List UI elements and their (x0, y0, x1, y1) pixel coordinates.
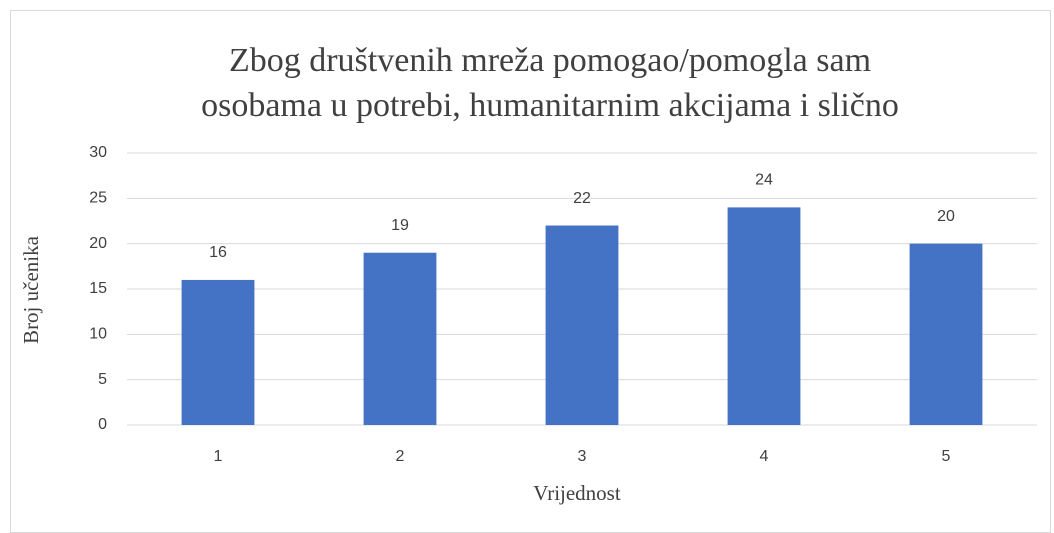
y-tick-label: 5 (98, 371, 107, 388)
bar (181, 279, 255, 425)
y-tick-label: 10 (89, 326, 107, 343)
x-tick-label: 4 (760, 448, 769, 465)
data-label: 22 (573, 190, 591, 207)
bar (545, 225, 619, 425)
x-tick-label: 1 (214, 448, 223, 465)
y-tick-label: 30 (89, 144, 107, 161)
y-tick-label: 15 (89, 280, 107, 297)
bar (363, 252, 437, 425)
x-tick-label: 3 (578, 448, 587, 465)
y-tick-label: 25 (89, 190, 107, 207)
bar (909, 243, 983, 425)
chart-title: Zbog društvenih mreža pomogao/pomogla sa… (229, 42, 871, 79)
y-tick-label: 20 (89, 235, 107, 252)
chart-title: osobama u potrebi, humanitarnim akcijama… (201, 87, 899, 124)
data-label: 16 (209, 244, 227, 261)
data-label: 20 (937, 208, 955, 225)
y-tick-label: 0 (98, 416, 107, 433)
data-label: 19 (391, 217, 409, 234)
y-axis-label: Broj učenika (19, 235, 43, 344)
x-axis-label: Vrijednost (533, 481, 621, 505)
x-tick-label: 2 (396, 448, 405, 465)
chart-border (10, 10, 1051, 533)
x-tick-label: 5 (942, 448, 951, 465)
data-label: 24 (755, 172, 773, 189)
bar (727, 207, 801, 425)
